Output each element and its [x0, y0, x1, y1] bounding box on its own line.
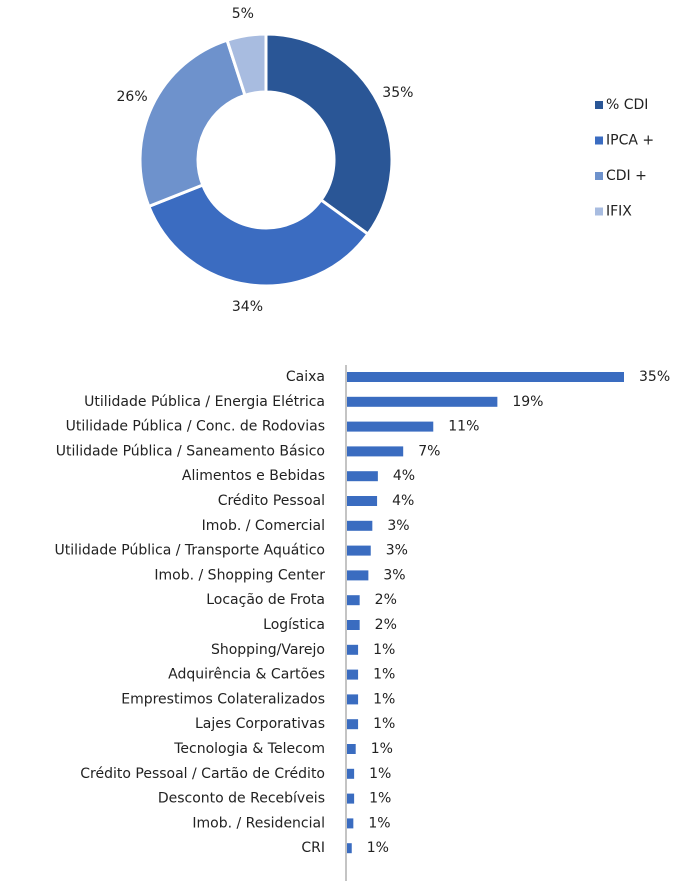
value-label: 1% — [373, 667, 395, 683]
donut-slice — [138, 38, 247, 209]
value-label: 3% — [383, 567, 405, 583]
value-label: 3% — [387, 518, 409, 534]
category-label: Shopping/Varejo — [211, 642, 325, 658]
category-label: Logística — [263, 617, 325, 633]
category-label: Desconto de Recebíveis — [158, 791, 325, 807]
bar — [347, 570, 369, 581]
value-label: 3% — [386, 543, 408, 559]
slice-label: 34% — [232, 299, 263, 315]
bar — [347, 471, 378, 482]
category-label: Utilidade Pública / Saneamento Básico — [56, 443, 325, 459]
category-label: Imob. / Comercial — [202, 518, 325, 534]
bar — [347, 744, 356, 754]
category-label: Imob. / Residencial — [192, 815, 325, 831]
legend-swatch — [595, 136, 603, 145]
category-label: Tecnologia & Telecom — [173, 741, 325, 757]
donut-slice — [146, 183, 371, 288]
bar — [347, 793, 355, 804]
legend-label: IFIX — [606, 204, 632, 220]
bar — [347, 520, 373, 531]
legend-label: IPCA + — [606, 133, 654, 149]
category-label: Adquirência & Cartões — [168, 667, 325, 683]
donut-slice — [225, 32, 268, 98]
category-label: Utilidade Pública / Transporte Aquático — [54, 543, 325, 559]
category-label: Utilidade Pública / Conc. de Rodovias — [66, 419, 325, 435]
category-label: Crédito Pessoal / Cartão de Crédito — [80, 766, 325, 782]
value-label: 2% — [375, 592, 397, 608]
value-label: 1% — [368, 815, 390, 831]
bar — [347, 694, 359, 705]
bar — [347, 768, 355, 779]
bar — [347, 421, 434, 432]
bar — [347, 843, 352, 854]
value-label: 4% — [393, 468, 415, 484]
bar — [347, 372, 624, 382]
value-label: 11% — [448, 419, 479, 435]
category-label: Imob. / Shopping Center — [154, 567, 325, 583]
value-label: 4% — [392, 493, 414, 509]
value-label: 7% — [418, 443, 440, 459]
bar — [347, 620, 360, 630]
slice-label: 35% — [382, 85, 413, 101]
bar — [347, 446, 404, 457]
bar — [347, 595, 360, 606]
value-label: 35% — [639, 369, 670, 385]
category-label: Caixa — [286, 369, 325, 385]
slice-label: 5% — [232, 6, 254, 22]
category-label: Crédito Pessoal — [218, 493, 325, 509]
value-label: 1% — [367, 840, 389, 856]
legend-swatch — [595, 172, 603, 180]
category-label: Alimentos e Bebidas — [182, 468, 325, 484]
value-label: 1% — [369, 766, 391, 782]
bar — [347, 669, 359, 680]
category-label: CRI — [301, 840, 325, 856]
value-label: 1% — [369, 791, 391, 807]
legend-label: % CDI — [606, 97, 648, 113]
donut-slice — [264, 32, 394, 237]
category-label: Lajes Corporativas — [195, 716, 325, 732]
category-label: Utilidade Pública / Energia Elétrica — [84, 394, 325, 410]
bar — [347, 496, 378, 506]
legend-label: CDI + — [606, 168, 647, 184]
bar — [347, 719, 359, 730]
value-label: 1% — [371, 741, 393, 757]
legend-swatch — [595, 101, 603, 109]
value-label: 1% — [373, 716, 395, 732]
value-label: 1% — [373, 691, 395, 707]
value-label: 1% — [373, 642, 395, 658]
bar — [347, 545, 371, 556]
bar — [347, 644, 359, 655]
bar — [347, 396, 498, 407]
legend-swatch — [595, 207, 603, 216]
value-label: 19% — [512, 394, 543, 410]
slice-label: 26% — [117, 89, 148, 105]
value-label: 2% — [375, 617, 397, 633]
bar — [347, 818, 354, 829]
category-label: Locação de Frota — [206, 592, 325, 608]
category-label: Emprestimos Colateralizados — [121, 691, 325, 707]
